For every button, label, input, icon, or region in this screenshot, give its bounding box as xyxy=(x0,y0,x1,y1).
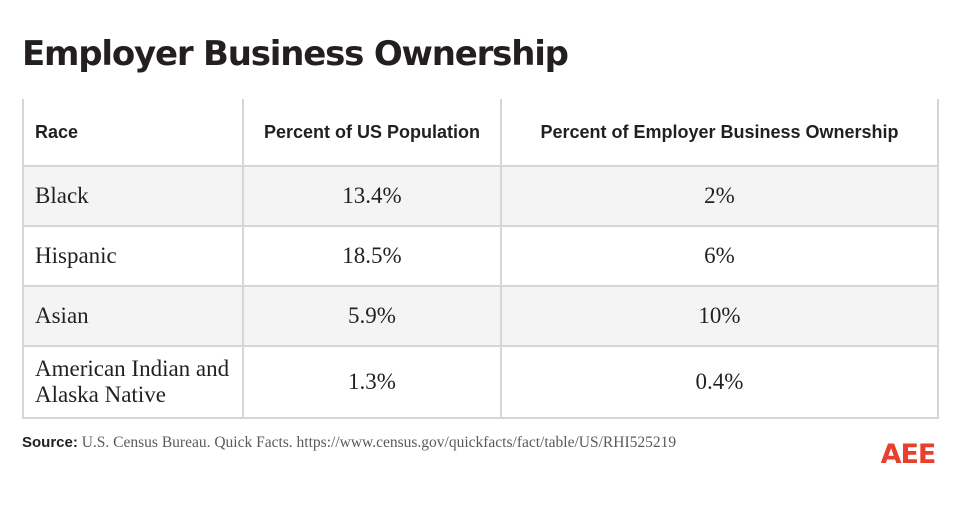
race-cell: Hispanic xyxy=(22,225,244,287)
column-header-population: Percent of US Population xyxy=(242,99,502,167)
population-cell: 13.4% xyxy=(242,165,502,227)
page-title: Employer Business Ownership xyxy=(22,34,569,74)
ownership-cell: 2% xyxy=(500,165,939,227)
source-label: Source: xyxy=(22,434,78,451)
logo-text: AEE xyxy=(881,439,936,466)
population-cell: 18.5% xyxy=(242,225,502,287)
column-header-race: Race xyxy=(22,99,244,167)
race-cell: Asian xyxy=(22,285,244,347)
column-header-ownership: Percent of Employer Business Ownership xyxy=(500,99,939,167)
source-note: Source: U.S. Census Bureau. Quick Facts.… xyxy=(22,433,742,453)
ownership-cell: 10% xyxy=(500,285,939,347)
race-cell: American Indian and Alaska Native xyxy=(22,345,244,419)
table-row: American Indian and Alaska Native 1.3% 0… xyxy=(22,345,939,419)
ownership-cell: 6% xyxy=(500,225,939,287)
population-cell: 5.9% xyxy=(242,285,502,347)
table-row: Asian 5.9% 10% xyxy=(22,285,939,347)
table-row: Hispanic 18.5% 6% xyxy=(22,225,939,287)
aee-logo: AEE xyxy=(881,439,937,466)
data-table: Race Percent of US Population Percent of… xyxy=(22,99,939,419)
table-row: Black 13.4% 2% xyxy=(22,165,939,227)
population-cell: 1.3% xyxy=(242,345,502,419)
ownership-cell: 0.4% xyxy=(500,345,939,419)
source-text: U.S. Census Bureau. Quick Facts. https:/… xyxy=(81,434,677,451)
race-cell: Black xyxy=(22,165,244,227)
table-header-row: Race Percent of US Population Percent of… xyxy=(22,99,939,167)
